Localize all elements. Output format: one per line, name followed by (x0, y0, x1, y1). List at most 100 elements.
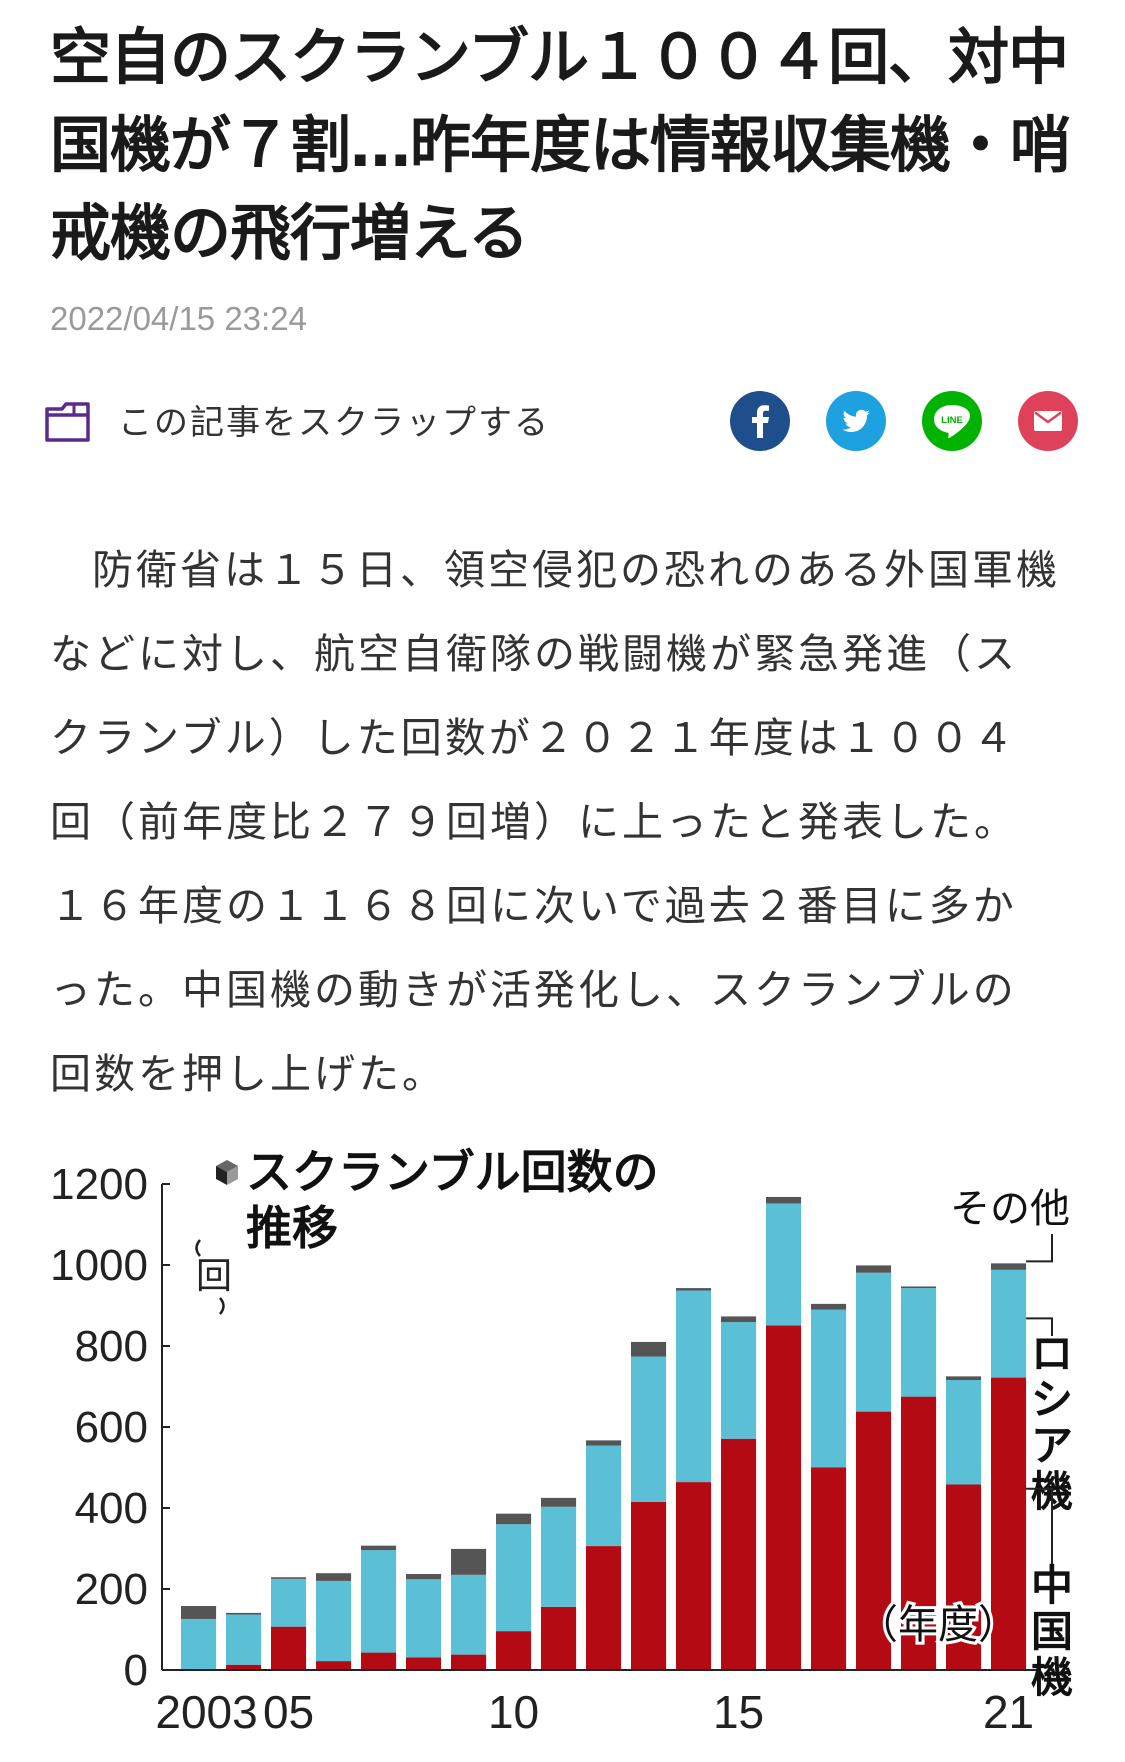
mail-share-button[interactable] (1018, 391, 1078, 451)
bar-2019-ロシア機 (901, 1288, 937, 1397)
chart-title-line-2: 推移 (246, 1201, 338, 1255)
legend-label-china: 中 (1031, 1561, 1073, 1610)
bar-2005-ロシア機 (271, 1578, 307, 1627)
article-headline: 空自のスクランブル１００４回、対中国機が７割…昨年度は情報収集機・哨戒機の飛行増… (50, 22, 1071, 269)
bar-2009-ロシア機 (451, 1574, 487, 1655)
legend-label-russia: シ (1031, 1375, 1073, 1424)
bar-2015-その他 (721, 1316, 757, 1323)
facebook-icon (730, 391, 790, 451)
folder-scrap-icon (45, 401, 90, 442)
bar-2021-ロシア機 (991, 1269, 1027, 1378)
scrap-label: この記事をスクラップする (118, 403, 550, 443)
y-tick-label: 400 (75, 1484, 148, 1533)
bar-2018-その他 (856, 1265, 892, 1273)
y-tick-label: 800 (75, 1322, 148, 1371)
bar-2011-中国機 (541, 1606, 577, 1670)
bar-2011-ロシア機 (541, 1506, 577, 1607)
bar-2014-ロシア機 (676, 1290, 712, 1483)
legend-connector (1026, 1234, 1053, 1263)
scrap-button[interactable]: この記事をスクラップする (44, 395, 550, 444)
bar-2020-ロシア機 (946, 1380, 982, 1485)
bar-2021-その他 (991, 1263, 1027, 1270)
x-tick-label: 15 (713, 1686, 764, 1738)
bar-2009-その他 (451, 1548, 487, 1575)
bar-2009-中国機 (451, 1654, 487, 1670)
bar-2012-ロシア機 (586, 1445, 622, 1547)
bar-2005-その他 (271, 1577, 307, 1579)
bar-2016-中国機 (766, 1325, 802, 1670)
bar-2007-中国機 (361, 1652, 397, 1670)
twitter-share-button[interactable] (826, 391, 886, 451)
bar-2016-その他 (766, 1196, 802, 1204)
y-tick-label: 600 (75, 1403, 148, 1452)
bar-2017-その他 (811, 1303, 847, 1310)
cube-icon (216, 1160, 238, 1185)
bar-2008-その他 (406, 1574, 442, 1580)
legend-label-china: 国 (1031, 1607, 1073, 1656)
bar-2015-ロシア機 (721, 1322, 757, 1439)
bar-2013-中国機 (631, 1501, 667, 1670)
bar-2020-中国機 (946, 1484, 982, 1670)
bar-2017-中国機 (811, 1467, 847, 1670)
x-tick-label: 10 (488, 1686, 539, 1738)
legend-connector (1026, 1317, 1053, 1336)
bar-2006-ロシア機 (316, 1580, 352, 1662)
bar-2018-中国機 (856, 1411, 892, 1670)
bar-2012-その他 (586, 1440, 622, 1446)
bar-2021-中国機 (991, 1377, 1027, 1670)
twitter-icon (826, 391, 886, 451)
bar-2013-その他 (631, 1341, 667, 1357)
bar-2011-その他 (541, 1497, 577, 1507)
bar-2017-ロシア機 (811, 1309, 847, 1468)
bar-2007-ロシア機 (361, 1550, 397, 1653)
y-unit-text: 回 (196, 1256, 232, 1297)
chart-title-line-1: スクランブル回数の (246, 1145, 659, 1199)
bar-2014-その他 (676, 1288, 712, 1291)
bar-2010-ロシア機 (496, 1524, 532, 1632)
y-unit-label: 回 (195, 1239, 232, 1315)
bar-2006-中国機 (316, 1661, 352, 1670)
bar-2008-中国機 (406, 1657, 442, 1670)
bar-2010-中国機 (496, 1631, 532, 1670)
bar-2020-その他 (946, 1376, 982, 1381)
y-tick-label: 0 (124, 1646, 148, 1695)
line-share-button[interactable]: LINE (922, 391, 982, 451)
bar-2013-ロシア機 (631, 1356, 667, 1502)
article-date: 2022/04/15 23:24 (50, 300, 307, 337)
bar-2019-その他 (901, 1286, 937, 1289)
legend-label-other: その他 (950, 1186, 1070, 1232)
x-tick-label: 05 (263, 1686, 314, 1738)
bar-2004-その他 (226, 1612, 262, 1615)
bar-2018-ロシア機 (856, 1272, 892, 1412)
line-icon-label: LINE (941, 415, 963, 426)
bar-2016-ロシア機 (766, 1203, 802, 1326)
bar-2003-ロシア機 (181, 1618, 217, 1670)
legend-label-russia: ア (1031, 1421, 1073, 1470)
bar-2019-中国機 (901, 1396, 937, 1670)
bar-2012-中国機 (586, 1546, 622, 1670)
legend-label-china: 機 (1031, 1653, 1073, 1702)
bar-2010-その他 (496, 1513, 532, 1525)
x-axis: 2003 05 10 15 21 (155, 1669, 1037, 1738)
legend-connector (1026, 1487, 1053, 1564)
facebook-share-button[interactable] (730, 391, 790, 451)
bar-2007-その他 (361, 1545, 397, 1551)
bar-2014-中国機 (676, 1482, 712, 1670)
x-tick-label: 2003 (155, 1686, 257, 1738)
bar-2006-その他 (316, 1573, 352, 1581)
bar-2003-その他 (181, 1606, 217, 1619)
bar-2004-ロシア機 (226, 1614, 262, 1665)
legend-label-russia: ロ (1031, 1329, 1073, 1378)
line-icon: LINE (922, 391, 982, 451)
bar-2005-中国機 (271, 1626, 307, 1670)
bar-2015-中国機 (721, 1438, 757, 1670)
mail-icon (1018, 391, 1078, 451)
bar-2004-中国機 (226, 1664, 262, 1670)
y-axis: 0 200 400 600 800 1000 1200 (50, 1160, 170, 1695)
article-body: 防衛省は１５日、領空侵犯の恐れのある外国軍機などに対し、航空自衛隊の戦闘機が緊急… (50, 546, 1060, 1098)
chart-bars (181, 1196, 1027, 1670)
x-unit-label: （年度） (858, 1602, 1018, 1648)
chart-title-group: スクランブル回数の 推移 (216, 1145, 659, 1255)
y-tick-label: 1200 (50, 1160, 148, 1209)
